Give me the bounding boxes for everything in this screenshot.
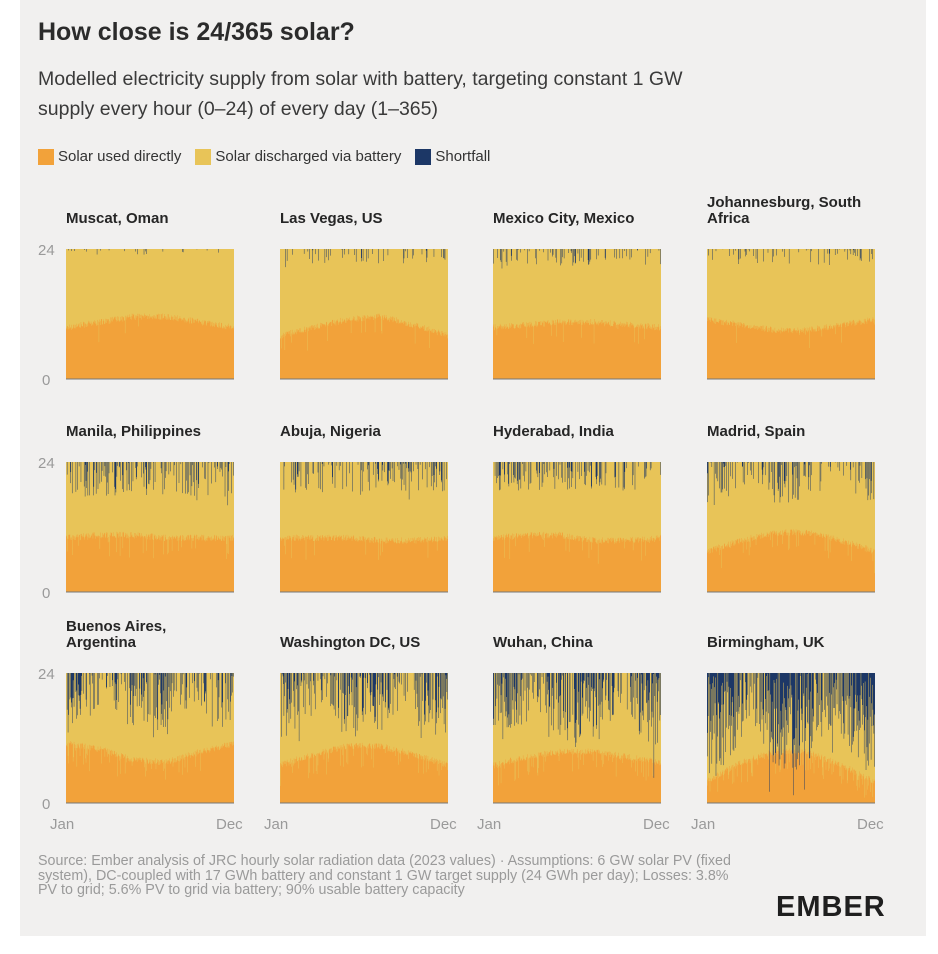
ember-logo: EMBER xyxy=(776,891,886,923)
panel-title: Wuhan, China xyxy=(493,634,593,651)
chart-title: How close is 24/365 solar? xyxy=(38,18,355,46)
legend-swatch-battery xyxy=(195,148,212,165)
legend-swatch-shortfall xyxy=(415,148,432,165)
panel-title: Mexico City, Mexico xyxy=(493,210,634,227)
y-tick-label: 24 xyxy=(38,455,55,472)
x-tick-label: Jan xyxy=(477,816,501,833)
panel-muscat-oman: Muscat, Oman 24 0 xyxy=(38,210,234,389)
direct-solar-area xyxy=(493,748,661,803)
y-tick-label: 0 xyxy=(42,796,50,813)
x-tick-label: Jan xyxy=(264,816,288,833)
direct-solar-area xyxy=(707,317,875,379)
panel-title: Johannesburg, South Africa xyxy=(707,194,861,227)
panel-title: Manila, Philippines xyxy=(66,423,201,440)
panel-las-vegas-us: Las Vegas, US xyxy=(280,210,448,380)
legend-label-battery: Solar discharged via battery xyxy=(215,148,402,165)
shortfall-area xyxy=(280,462,448,500)
panel-washington-dc-us: Washington DC, US Jan Dec xyxy=(264,634,457,833)
direct-solar-area xyxy=(280,742,448,803)
legend-item-shortfall: Shortfall xyxy=(415,148,490,165)
y-tick-label: 24 xyxy=(38,666,55,683)
legend-label-direct: Solar used directly xyxy=(58,148,182,165)
shortfall-area xyxy=(707,249,875,265)
panel-wuhan-china: Wuhan, China Jan Dec xyxy=(477,634,670,833)
direct-solar-area xyxy=(66,531,234,592)
panel-johannesburg-south-africa: Johannesburg, South Africa xyxy=(707,194,875,380)
direct-solar-area xyxy=(493,531,661,592)
x-tick-label: Dec xyxy=(857,816,884,833)
x-tick-label: Jan xyxy=(691,816,715,833)
panel-title: Washington DC, US xyxy=(280,634,420,651)
x-tick-label: Dec xyxy=(216,816,243,833)
legend-swatch-direct xyxy=(38,148,54,165)
direct-solar-area xyxy=(707,748,875,803)
x-tick-label: Jan xyxy=(50,816,74,833)
y-tick-label: 0 xyxy=(42,372,50,389)
panel-title: Abuja, Nigeria xyxy=(280,423,382,440)
panel-abuja-nigeria: Abuja, Nigeria xyxy=(280,423,448,593)
y-tick-label: 24 xyxy=(38,242,55,259)
panel-title-line: Argentina xyxy=(66,634,137,651)
direct-solar-area xyxy=(280,534,448,592)
legend: Solar used directly Solar discharged via… xyxy=(38,148,490,165)
panel-title: Muscat, Oman xyxy=(66,210,169,227)
chart-subtitle-line2: supply every hour (0–24) of every day (1… xyxy=(38,98,438,120)
legend-item-battery: Solar discharged via battery xyxy=(195,148,401,165)
panel-title: Las Vegas, US xyxy=(280,210,383,227)
source-note: Source: Ember analysis of JRC hourly sol… xyxy=(38,853,731,898)
direct-solar-area xyxy=(707,529,875,592)
legend-label-shortfall: Shortfall xyxy=(435,148,491,165)
panel-mexico-city-mexico: Mexico City, Mexico xyxy=(493,210,661,380)
panel-title: Madrid, Spain xyxy=(707,423,805,440)
shortfall-area xyxy=(493,673,661,778)
panel-title: Hyderabad, India xyxy=(493,423,615,440)
panel-title-line: Africa xyxy=(707,210,750,227)
panel-title-line: Buenos Aires, xyxy=(66,618,166,635)
panel-title: Buenos Aires, Argentina xyxy=(66,618,166,651)
y-tick-label: 0 xyxy=(42,585,50,602)
panel-birmingham-uk: Birmingham, UK Jan Dec xyxy=(691,634,884,833)
legend-item-direct: Solar used directly xyxy=(38,148,181,165)
panel-madrid-spain: Madrid, Spain xyxy=(707,423,875,593)
shortfall-area xyxy=(493,462,661,491)
direct-solar-area xyxy=(66,741,234,803)
panel-hyderabad-india: Hyderabad, India xyxy=(493,423,661,593)
x-tick-label: Dec xyxy=(643,816,670,833)
direct-solar-area xyxy=(280,313,448,379)
direct-solar-area xyxy=(66,313,234,379)
shortfall-area xyxy=(66,462,234,506)
shortfall-area xyxy=(66,673,234,738)
panel-title-line: Johannesburg, South xyxy=(707,194,861,211)
direct-solar-area xyxy=(493,319,661,379)
x-tick-label: Dec xyxy=(430,816,457,833)
shortfall-area xyxy=(707,673,875,796)
panel-manila-philippines: Manila, Philippines 24 0 xyxy=(38,423,234,602)
panel-title: Birmingham, UK xyxy=(707,634,825,651)
chart-subtitle-line1: Modelled electricity supply from solar w… xyxy=(38,68,683,90)
